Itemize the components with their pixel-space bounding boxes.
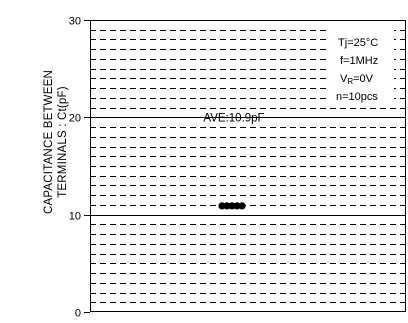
average-annotation: AVE:10.9pF [90, 113, 325, 125]
data-point [238, 202, 246, 210]
data-point [223, 202, 231, 210]
y-tick-label: 30 [69, 16, 81, 28]
data-points [218, 202, 246, 210]
data-point [218, 202, 226, 210]
major-grid-lines [90, 117, 406, 216]
y-tick-label: 20 [69, 113, 81, 125]
plot-frame [90, 20, 406, 312]
condition-temperature: Tj=25°C [338, 37, 378, 49]
condition-sample-count: n=10pcs [336, 91, 378, 103]
y-axis-label: CAPACITANCE BETWEEN TERMINALS : Ct(pF) [43, 70, 69, 214]
y-tick-label: 10 [69, 211, 81, 223]
data-point [228, 202, 236, 210]
condition-reverse-voltage: VR=0V [340, 73, 374, 86]
condition-frequency: f=1MHz [340, 55, 378, 67]
conditions-box: Tj=25°C f=1MHz VR=0V n=10pcs [328, 29, 394, 107]
y-axis-label-line-1: CAPACITANCE BETWEEN [43, 70, 55, 214]
condition-reverse-voltage-tail: =0V [353, 73, 374, 85]
y-axis-label-line-2: TERMINALS : Ct(pF) [57, 86, 69, 198]
y-tick-label: 0 [75, 308, 81, 320]
condition-reverse-voltage-sub: R [347, 77, 353, 86]
condition-reverse-voltage-base: V [340, 73, 348, 85]
data-point [233, 202, 241, 210]
average-label: AVE:10.9pF [203, 113, 264, 125]
y-axis-ticks: 0 10 20 30 [69, 16, 90, 320]
